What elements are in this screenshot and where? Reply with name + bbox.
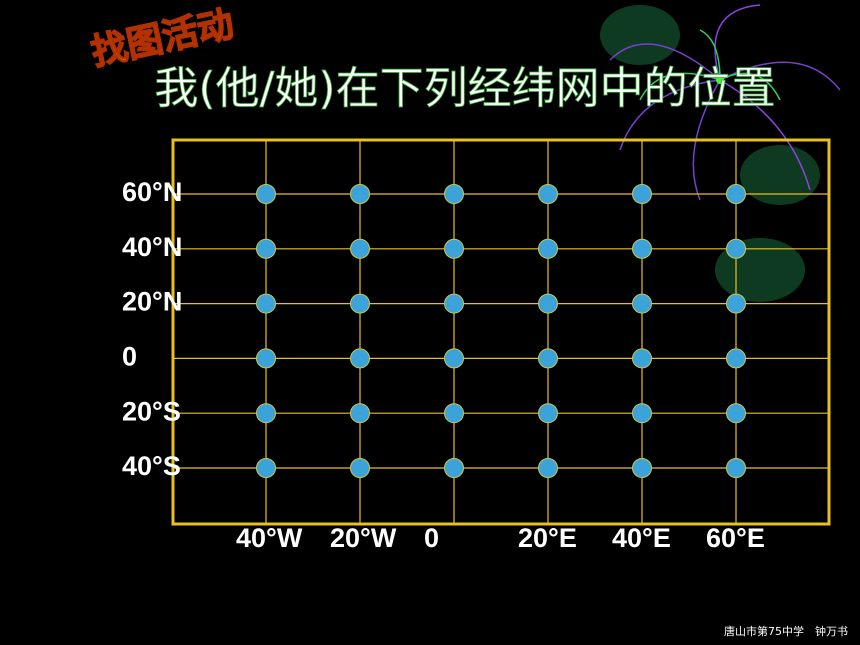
grid-point	[256, 184, 276, 204]
grid-point	[350, 238, 370, 259]
latitude-label: 60°N	[122, 177, 182, 207]
grid-point	[444, 238, 464, 259]
grid-point	[538, 238, 558, 259]
grid-point	[444, 458, 464, 478]
title: 我(他/她)在下列经纬网中的位置	[154, 63, 775, 114]
grid-point	[256, 458, 276, 478]
footer: 唐山市第75中学 钟万书	[724, 624, 848, 638]
grid-point	[256, 403, 276, 424]
latitude-label: 40°N	[122, 232, 182, 262]
grid-point	[538, 348, 558, 369]
grid-point	[538, 293, 558, 314]
grid-point	[538, 458, 558, 478]
lat-lon-grid	[171, 138, 831, 526]
grid-point	[350, 403, 370, 424]
grid-point	[444, 293, 464, 314]
grid-point	[632, 403, 652, 424]
grid-point	[726, 293, 746, 314]
grid-point	[726, 348, 746, 369]
grid-point	[632, 184, 652, 204]
latitude-label: 20°S	[122, 396, 181, 426]
grid-point	[726, 458, 746, 478]
grid-point	[538, 403, 558, 424]
grid-point	[726, 238, 746, 259]
grid-point	[726, 184, 746, 204]
grid-point	[538, 184, 558, 204]
grid-frame	[171, 138, 831, 526]
grid-point	[726, 403, 746, 424]
grid-point	[256, 293, 276, 314]
grid-point	[350, 458, 370, 478]
longitude-label: 0	[424, 523, 439, 553]
grid-point	[632, 293, 652, 314]
longitude-label: 40°E	[612, 523, 671, 553]
grid-point	[350, 293, 370, 314]
longitude-label: 20°E	[518, 523, 577, 553]
latitude-label: 20°N	[122, 287, 182, 317]
grid-point	[632, 458, 652, 478]
latitude-label: 40°S	[122, 451, 181, 481]
latitude-label: 0	[122, 342, 137, 372]
grid-point	[632, 348, 652, 369]
grid-point	[444, 184, 464, 204]
grid-point	[256, 238, 276, 259]
longitude-label: 20°W	[330, 523, 397, 553]
longitude-label: 40°W	[236, 523, 303, 553]
grid-point	[256, 348, 276, 369]
grid-point	[350, 184, 370, 204]
longitude-label: 60°E	[706, 523, 765, 553]
grid-point	[444, 403, 464, 424]
grid-point	[350, 348, 370, 369]
grid-point	[444, 348, 464, 369]
grid-point	[632, 238, 652, 259]
